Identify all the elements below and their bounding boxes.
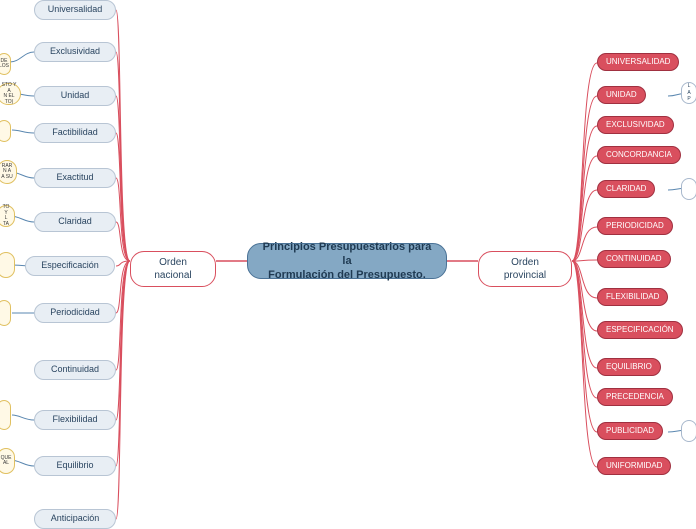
tiny-left: RAR N A A SU <box>0 160 17 184</box>
left-leaf: Especificación <box>25 256 115 276</box>
tiny-left: STO Y A N EL TO) <box>0 83 21 105</box>
right-leaf: EXCLUSIVIDAD <box>597 116 674 134</box>
right-leaf: ESPECIFICACIÓN <box>597 321 683 339</box>
center-node: Principios Presupuestarios para la Formu… <box>247 243 447 279</box>
left-leaf: Anticipación <box>34 509 116 529</box>
level1-right-label: Orden provincial <box>495 256 555 282</box>
tiny-left <box>0 120 11 142</box>
left-leaf: Universalidad <box>34 0 116 20</box>
left-leaf: Flexibilidad <box>34 410 116 430</box>
tiny-left <box>0 252 15 278</box>
left-leaf: Equilibrio <box>34 456 116 476</box>
right-leaf: EQUILIBRIO <box>597 358 661 376</box>
right-leaf: PERIODICIDAD <box>597 217 673 235</box>
tiny-right <box>681 178 696 200</box>
left-leaf: Unidad <box>34 86 116 106</box>
left-leaf: Claridad <box>34 212 116 232</box>
right-leaf: UNIVERSALIDAD <box>597 53 679 71</box>
right-leaf: CONCORDANCIA <box>597 146 681 164</box>
level1-right: Orden provincial <box>478 251 572 287</box>
right-leaf: CONTINUIDAD <box>597 250 671 268</box>
right-leaf: FLEXIBILIDAD <box>597 288 668 306</box>
right-leaf: PUBLICIDAD <box>597 422 663 440</box>
right-leaf: UNIFORMIDAD <box>597 457 671 475</box>
tiny-left: TO Y L TA <box>0 205 15 227</box>
right-leaf: PRECEDENCIA <box>597 388 673 406</box>
tiny-left <box>0 400 11 430</box>
tiny-right <box>681 420 696 442</box>
center-label: Principios Presupuestarios para la Formu… <box>258 240 436 283</box>
right-leaf: CLARIDAD <box>597 180 655 198</box>
tiny-left: DE LOS <box>0 53 11 75</box>
tiny-left: QUE AL <box>0 448 15 474</box>
left-leaf: Exactitud <box>34 168 116 188</box>
left-leaf: Factibilidad <box>34 123 116 143</box>
left-leaf: Periodicidad <box>34 303 116 323</box>
left-leaf: Continuidad <box>34 360 116 380</box>
tiny-left <box>0 300 11 326</box>
tiny-right: L A P <box>681 82 696 104</box>
level1-left: Orden nacional <box>130 251 216 287</box>
level1-left-label: Orden nacional <box>147 256 199 282</box>
right-leaf: UNIDAD <box>597 86 646 104</box>
left-leaf: Exclusividad <box>34 42 116 62</box>
